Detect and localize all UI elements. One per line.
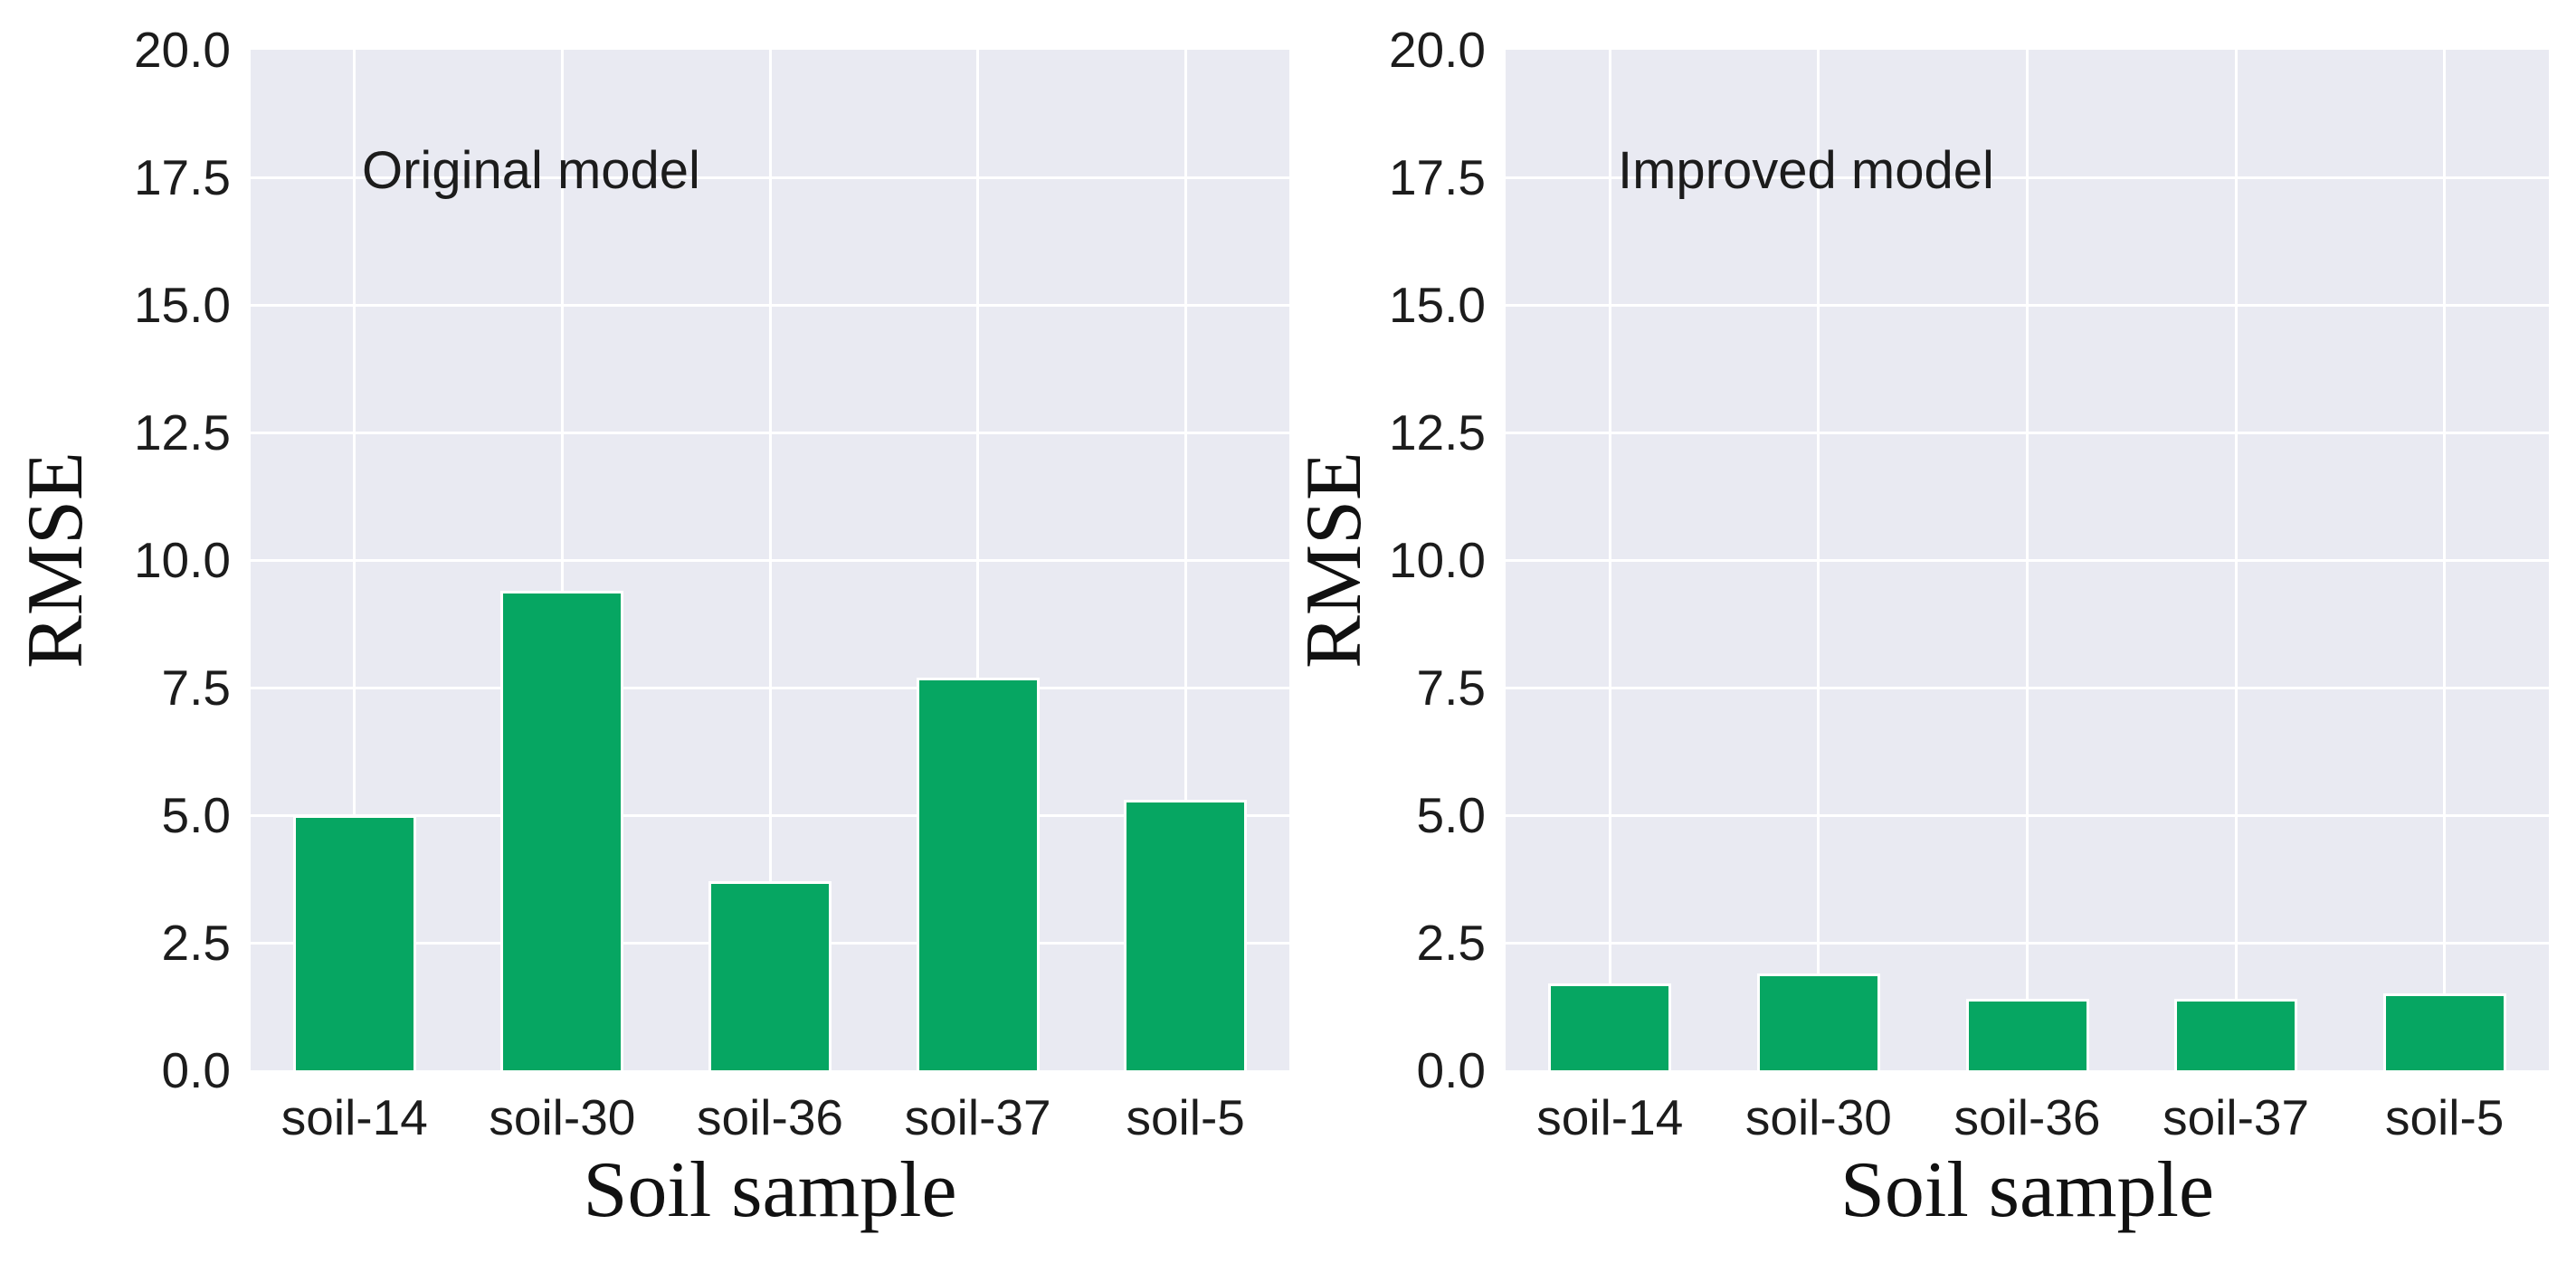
y-tick-label: 10.0: [1388, 532, 1486, 588]
gridline-vertical: [2026, 50, 2029, 1070]
bar-soil-37: [2174, 999, 2298, 1070]
x-tick-label-soil-36: soil-36: [696, 1089, 844, 1145]
bar-soil-36: [1965, 999, 2089, 1070]
gridline-vertical: [353, 50, 356, 1070]
gridline-vertical: [2234, 50, 2238, 1070]
bar-soil-14: [1548, 983, 1672, 1070]
x-tick-label-soil-14: soil-14: [1536, 1089, 1684, 1145]
gridline-vertical: [1817, 50, 1820, 1070]
y-tick-label: 17.5: [1388, 149, 1486, 205]
y-tick-label: 20.0: [1388, 22, 1486, 78]
y-tick-label: 0.0: [1416, 1042, 1486, 1098]
bar-soil-30: [1756, 973, 1880, 1070]
annotation-original-model: Original model: [362, 141, 700, 200]
y-tick-label: 12.5: [133, 404, 231, 461]
y-tick-label: 12.5: [1388, 404, 1486, 461]
bar-soil-37: [916, 677, 1040, 1070]
x-tick-label-soil-36: soil-36: [1953, 1089, 2101, 1145]
x-tick-label-soil-14: soil-14: [280, 1089, 428, 1145]
bar-soil-5: [1124, 800, 1248, 1070]
x-tick-label-soil-37: soil-37: [2163, 1089, 2310, 1145]
x-axis-label-original: Soil sample: [583, 1146, 957, 1234]
y-tick-label: 20.0: [133, 22, 231, 78]
y-tick-label: 0.0: [161, 1042, 231, 1098]
x-tick-label-soil-5: soil-5: [1126, 1089, 1245, 1145]
x-tick-label-soil-30: soil-30: [1744, 1089, 1892, 1145]
gridline-vertical: [1183, 50, 1187, 1070]
bar-soil-30: [500, 590, 624, 1070]
plot-area-original: [251, 50, 1289, 1070]
bar-soil-14: [292, 815, 416, 1070]
gridline-vertical: [2443, 50, 2447, 1070]
x-tick-label-soil-30: soil-30: [489, 1089, 636, 1145]
y-tick-label: 7.5: [161, 660, 231, 716]
bar-soil-5: [2382, 993, 2506, 1070]
gridline-vertical: [1608, 50, 1611, 1070]
y-tick-label: 15.0: [1388, 277, 1486, 333]
plot-area-improved: [1506, 50, 2549, 1070]
y-tick-label: 5.0: [161, 787, 231, 843]
annotation-improved-model: Improved model: [1618, 141, 1994, 200]
y-tick-label: 7.5: [1416, 660, 1486, 716]
y-tick-label: 10.0: [133, 532, 231, 588]
gridline-vertical: [768, 50, 772, 1070]
gridline-vertical: [976, 50, 980, 1070]
x-tick-label-soil-5: soil-5: [2384, 1089, 2505, 1145]
y-tick-label: 2.5: [161, 915, 231, 971]
y-tick-label: 15.0: [133, 277, 231, 333]
bar-soil-36: [708, 881, 832, 1070]
y-tick-label: 5.0: [1416, 787, 1486, 843]
y-tick-label: 17.5: [133, 149, 231, 205]
x-axis-label-improved: Soil sample: [1839, 1146, 2215, 1234]
x-tick-label-soil-37: soil-37: [904, 1089, 1051, 1145]
gridline-vertical: [560, 50, 564, 1070]
y-tick-label: 2.5: [1416, 915, 1486, 971]
